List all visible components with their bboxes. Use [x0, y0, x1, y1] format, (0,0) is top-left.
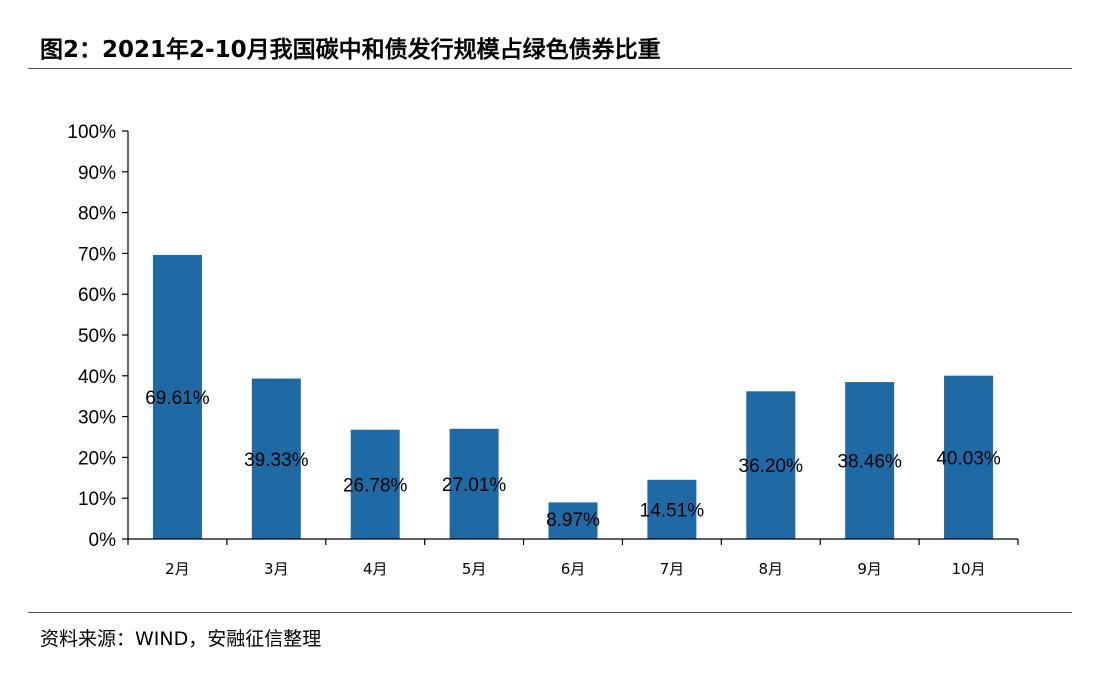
data-label: 39.33%: [244, 450, 309, 471]
bars-group: [152, 254, 994, 539]
labels-group: 2月 69.61% 3月 39.33% 4月 26.78% 5月 27.01% 6月 8.97% 7…: [145, 388, 1001, 578]
top-divider: [28, 68, 1072, 69]
bar: [350, 429, 400, 539]
data-label: 40.03%: [936, 448, 1001, 469]
x-category-label: 4月: [363, 560, 388, 578]
data-label: 8.97%: [546, 510, 600, 531]
bar: [449, 428, 499, 539]
x-category-label: 5月: [462, 560, 487, 578]
bottom-divider: [28, 612, 1072, 613]
source-note: 资料来源：WIND，安融征信整理: [40, 628, 322, 650]
y-tick-label: 20%: [78, 448, 116, 469]
y-tick-label: 30%: [78, 408, 116, 429]
axes-group: 0% 10% 20% 30% 40% 50% 60% 70% 80% 90% 100%: [67, 122, 1019, 551]
bar: [746, 391, 796, 539]
data-label: 36.20%: [739, 456, 804, 477]
x-category-label: 8月: [759, 560, 784, 578]
y-tick-label: 50%: [78, 326, 116, 347]
bar: [152, 254, 202, 539]
bar: [647, 479, 697, 539]
bar: [944, 375, 994, 539]
data-label: 26.78%: [343, 475, 408, 496]
y-tick-label: 80%: [78, 204, 116, 225]
bar: [845, 382, 895, 539]
x-category-label: 3月: [264, 560, 289, 578]
data-label: 38.46%: [837, 452, 902, 473]
x-category-label: 10月: [952, 560, 986, 578]
bar-chart: 0% 10% 20% 30% 40% 50% 60% 70% 80% 90% 100% 2月 69.6…: [67, 122, 1019, 578]
x-category-label: 7月: [660, 560, 685, 578]
x-category-label: 2月: [165, 560, 190, 578]
y-tick-label: 40%: [78, 367, 116, 388]
y-tick-label: 70%: [78, 244, 116, 265]
bar: [548, 502, 598, 539]
data-label: 14.51%: [640, 500, 705, 521]
data-label: 27.01%: [442, 475, 507, 496]
data-label: 69.61%: [145, 388, 210, 409]
bar: [251, 378, 301, 539]
y-tick-label: 10%: [78, 489, 116, 510]
y-tick-label: 60%: [78, 285, 116, 306]
y-tick-label: 90%: [78, 163, 116, 184]
y-tick-label: 0%: [89, 530, 117, 551]
chart-title: 图2：2021年2-10月我国碳中和债发行规模占绿色债券比重: [40, 37, 661, 63]
x-category-label: 6月: [561, 560, 586, 578]
x-category-label: 9月: [857, 560, 882, 578]
y-tick-label: 100%: [67, 122, 116, 143]
